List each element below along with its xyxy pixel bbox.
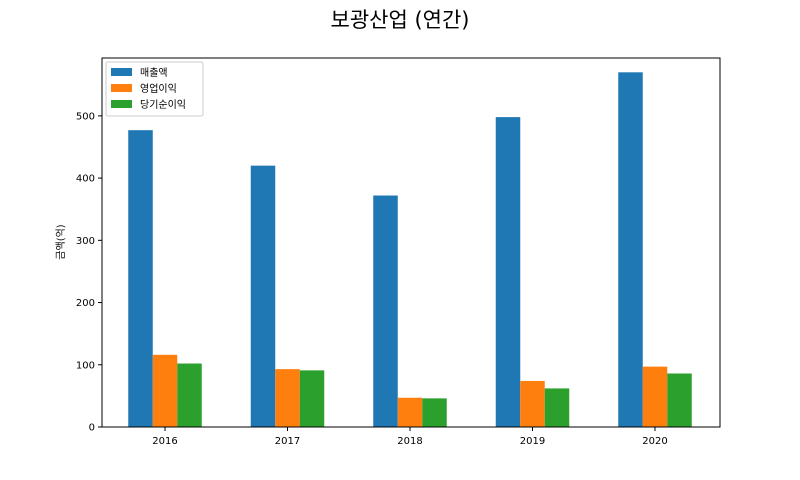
x-tick-label: 2018	[397, 436, 422, 447]
y-tick-label: 200	[76, 298, 95, 309]
bar-당기순이익-2020	[667, 373, 692, 427]
bar-당기순이익-2019	[544, 388, 570, 427]
legend-swatch-영업이익	[111, 84, 132, 92]
legend-swatch-매출액	[111, 68, 132, 76]
bars	[128, 72, 692, 428]
legend-label-영업이익: 영업이익	[140, 82, 177, 95]
bar-당기순이익-2017	[299, 370, 325, 427]
x-tick-label: 2020	[642, 436, 667, 447]
x-tick-label: 2019	[520, 436, 545, 447]
y-axis-label: 금액(억)	[55, 224, 67, 260]
legend-label-당기순이익: 당기순이익	[140, 99, 186, 111]
y-tick-label: 400	[76, 174, 95, 185]
chart-title: 보광산업 (연간)	[331, 8, 470, 32]
bar-매출액-2020	[618, 72, 643, 427]
legend-label-매출액: 매출액	[140, 67, 168, 79]
y-tick-label: 100	[76, 360, 95, 371]
x-tick-label: 2017	[275, 436, 300, 447]
bar-영업이익-2019	[520, 380, 545, 427]
bar-영업이익-2018	[397, 397, 423, 427]
bar-매출액-2019	[495, 117, 521, 428]
bar-매출액-2018	[373, 195, 398, 427]
y-tick-label: 500	[76, 111, 95, 122]
bar-영업이익-2017	[275, 369, 300, 427]
bar-매출액-2016	[128, 130, 153, 427]
bar-영업이익-2020	[642, 366, 668, 427]
bar-영업이익-2016	[152, 354, 178, 427]
x-tick-label: 2016	[152, 436, 177, 447]
bar-당기순이익-2016	[177, 363, 202, 427]
bar-매출액-2017	[250, 165, 276, 427]
bar-당기순이익-2018	[422, 398, 447, 427]
y-tick-label: 0	[89, 423, 95, 434]
y-axis: 0 100 200 300 400 500	[76, 111, 102, 434]
y-tick-label: 300	[76, 236, 95, 247]
plot-frame	[101, 57, 721, 428]
x-axis: 2016 2017 2018 2019 2020	[152, 427, 668, 447]
legend-swatch-당기순이익	[111, 100, 132, 108]
